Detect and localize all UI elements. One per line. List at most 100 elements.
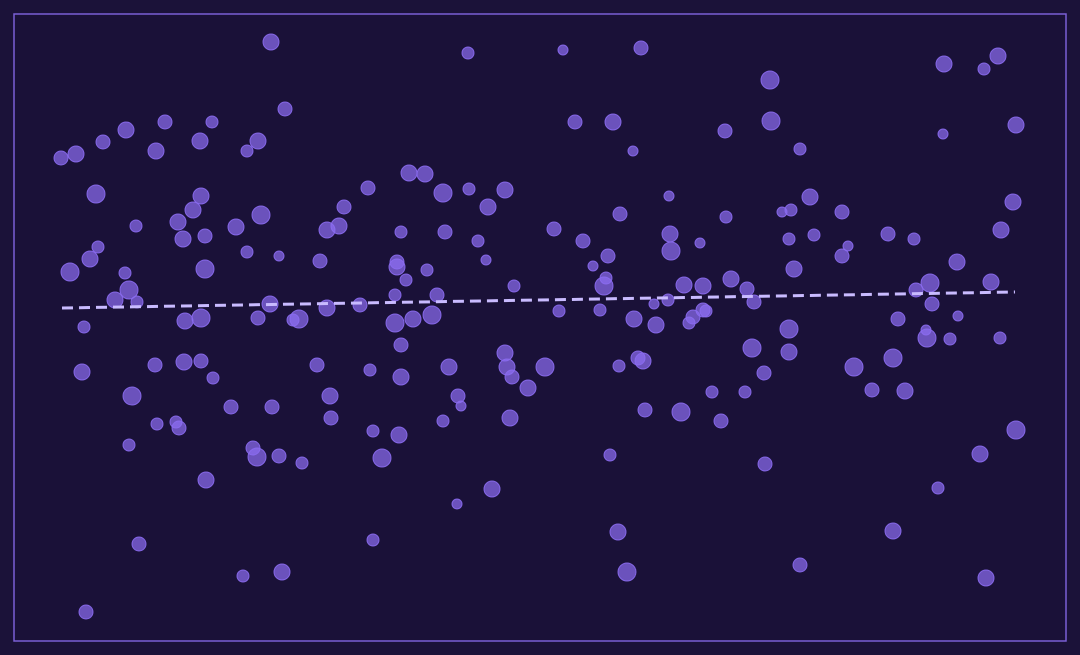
point xyxy=(286,313,300,327)
point xyxy=(169,213,187,231)
point xyxy=(625,310,643,328)
point xyxy=(757,456,773,472)
point xyxy=(363,363,377,377)
point xyxy=(53,150,69,166)
point xyxy=(264,399,280,415)
point xyxy=(880,226,896,242)
point xyxy=(1006,420,1026,440)
point xyxy=(249,132,267,150)
point xyxy=(637,402,653,418)
point xyxy=(567,114,583,130)
point xyxy=(844,357,864,377)
point xyxy=(722,270,740,288)
point xyxy=(952,310,964,322)
point xyxy=(479,198,497,216)
point xyxy=(612,206,628,222)
point xyxy=(366,424,380,438)
point xyxy=(937,128,949,140)
point xyxy=(834,204,850,220)
point xyxy=(86,184,106,204)
point xyxy=(60,262,80,282)
point xyxy=(184,201,202,219)
point xyxy=(388,258,406,276)
point xyxy=(943,332,957,346)
point xyxy=(977,62,991,76)
point xyxy=(323,410,339,426)
point xyxy=(318,221,336,239)
point xyxy=(273,250,285,262)
point xyxy=(761,111,781,131)
point xyxy=(175,353,193,371)
point xyxy=(739,281,755,297)
point xyxy=(917,328,937,348)
point xyxy=(236,569,250,583)
point xyxy=(197,471,215,489)
point xyxy=(661,225,679,243)
point xyxy=(883,348,903,368)
point xyxy=(147,357,163,373)
point xyxy=(277,101,293,117)
point xyxy=(931,481,945,495)
point xyxy=(661,241,681,261)
point xyxy=(993,331,1007,345)
point xyxy=(633,40,649,56)
point xyxy=(785,260,803,278)
point xyxy=(118,266,132,280)
point xyxy=(150,417,164,431)
point xyxy=(147,142,165,160)
point xyxy=(742,338,762,358)
point xyxy=(907,232,921,246)
point xyxy=(842,240,854,252)
point xyxy=(600,248,616,264)
point xyxy=(661,293,675,307)
point xyxy=(393,337,409,353)
point xyxy=(78,604,94,620)
point xyxy=(738,385,752,399)
point xyxy=(223,399,239,415)
point xyxy=(935,55,953,73)
point xyxy=(227,218,245,236)
point xyxy=(604,113,622,131)
point xyxy=(312,253,328,269)
point xyxy=(483,480,501,498)
point xyxy=(779,319,799,339)
point xyxy=(195,259,215,279)
point xyxy=(336,199,352,215)
point xyxy=(122,438,136,452)
point xyxy=(671,402,691,422)
point xyxy=(390,426,408,444)
point xyxy=(352,297,368,313)
point xyxy=(801,188,819,206)
point xyxy=(191,308,211,328)
point xyxy=(176,312,194,330)
point xyxy=(971,445,989,463)
point xyxy=(404,310,422,328)
point xyxy=(455,400,467,412)
point xyxy=(77,320,91,334)
point xyxy=(989,47,1007,65)
point xyxy=(627,145,639,157)
point xyxy=(273,563,291,581)
point xyxy=(713,413,729,429)
point xyxy=(388,288,402,302)
point xyxy=(784,203,798,217)
point xyxy=(792,557,808,573)
point xyxy=(416,165,434,183)
point xyxy=(717,123,733,139)
point xyxy=(507,279,521,293)
point xyxy=(695,302,711,318)
point xyxy=(240,144,254,158)
point xyxy=(429,287,445,303)
point xyxy=(247,447,267,467)
point xyxy=(251,205,271,225)
point xyxy=(920,273,940,293)
point xyxy=(117,121,135,139)
point xyxy=(496,181,514,199)
point xyxy=(675,276,693,294)
plot-frame xyxy=(13,13,1067,642)
point xyxy=(694,277,712,295)
point xyxy=(67,145,85,163)
point xyxy=(321,387,339,405)
point xyxy=(609,523,627,541)
